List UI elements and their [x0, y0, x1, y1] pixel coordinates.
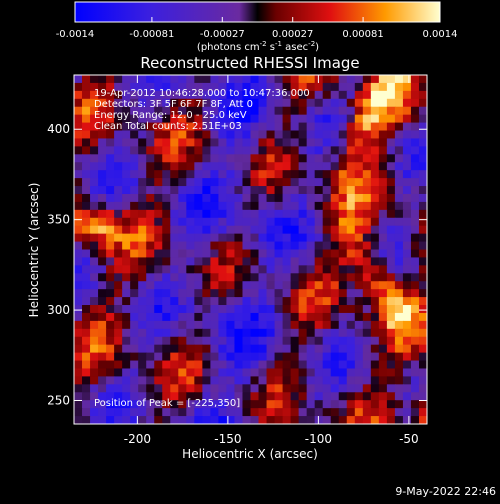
annotation-counts: Clean Total counts: 2.51E+03 [94, 121, 242, 132]
colorbar-ticks: -0.0014 -0.00081 -0.00027 0.00027 0.00081 0.0… [56, 17, 458, 40]
annotation-detectors: Detectors: 3F 5F 6F 7F 8F, Att 0 [94, 99, 253, 110]
x-axis-label: Heliocentric X (arcsec) [182, 447, 318, 461]
y-tick-label: 400 [47, 122, 70, 136]
chart-title: Reconstructed RHESSI Image [140, 54, 359, 72]
y-axis-label: Heliocentric Y (arcsec) [27, 183, 41, 318]
colorbar-tick-label: -0.0014 [56, 29, 95, 40]
x-tick-label: -200 [124, 432, 151, 446]
y-tick-label: 250 [47, 393, 70, 407]
colorbar-tick-label: 0.00027 [272, 29, 313, 40]
y-tick-label: 350 [47, 213, 70, 227]
annotation-peak: Position of Peak = [-225,350] [94, 398, 240, 409]
plot-frame [73, 74, 428, 425]
colorbar-tick-label: 0.00081 [342, 29, 383, 40]
annotation-time: 19-Apr-2012 10:46:28.000 to 10:47:36.000 [94, 88, 310, 99]
colorbar-tick-label: -0.00081 [129, 29, 174, 40]
x-tick-label: -100 [305, 432, 332, 446]
y-tick-label: 300 [47, 303, 70, 317]
x-tick-label: -150 [214, 432, 241, 446]
x-tick-label: -50 [399, 432, 419, 446]
footer-date: 9-May-2022 22:46 [395, 485, 496, 498]
colorbar-tick-label: 0.0014 [423, 29, 458, 40]
heatmap-image [74, 75, 427, 424]
x-axis-ticks: -200 -150 -100 -50 [124, 75, 419, 446]
colorbar-units: (photons cm-2 s-1 asec-2) [197, 40, 319, 53]
y-axis-ticks: 250 300 350 400 [47, 122, 427, 407]
annotation-energy: Energy Range: 12.0 - 25.0 keV [94, 110, 247, 121]
colorbar-tick-label: -0.00027 [200, 29, 245, 40]
colorbar [74, 1, 441, 23]
